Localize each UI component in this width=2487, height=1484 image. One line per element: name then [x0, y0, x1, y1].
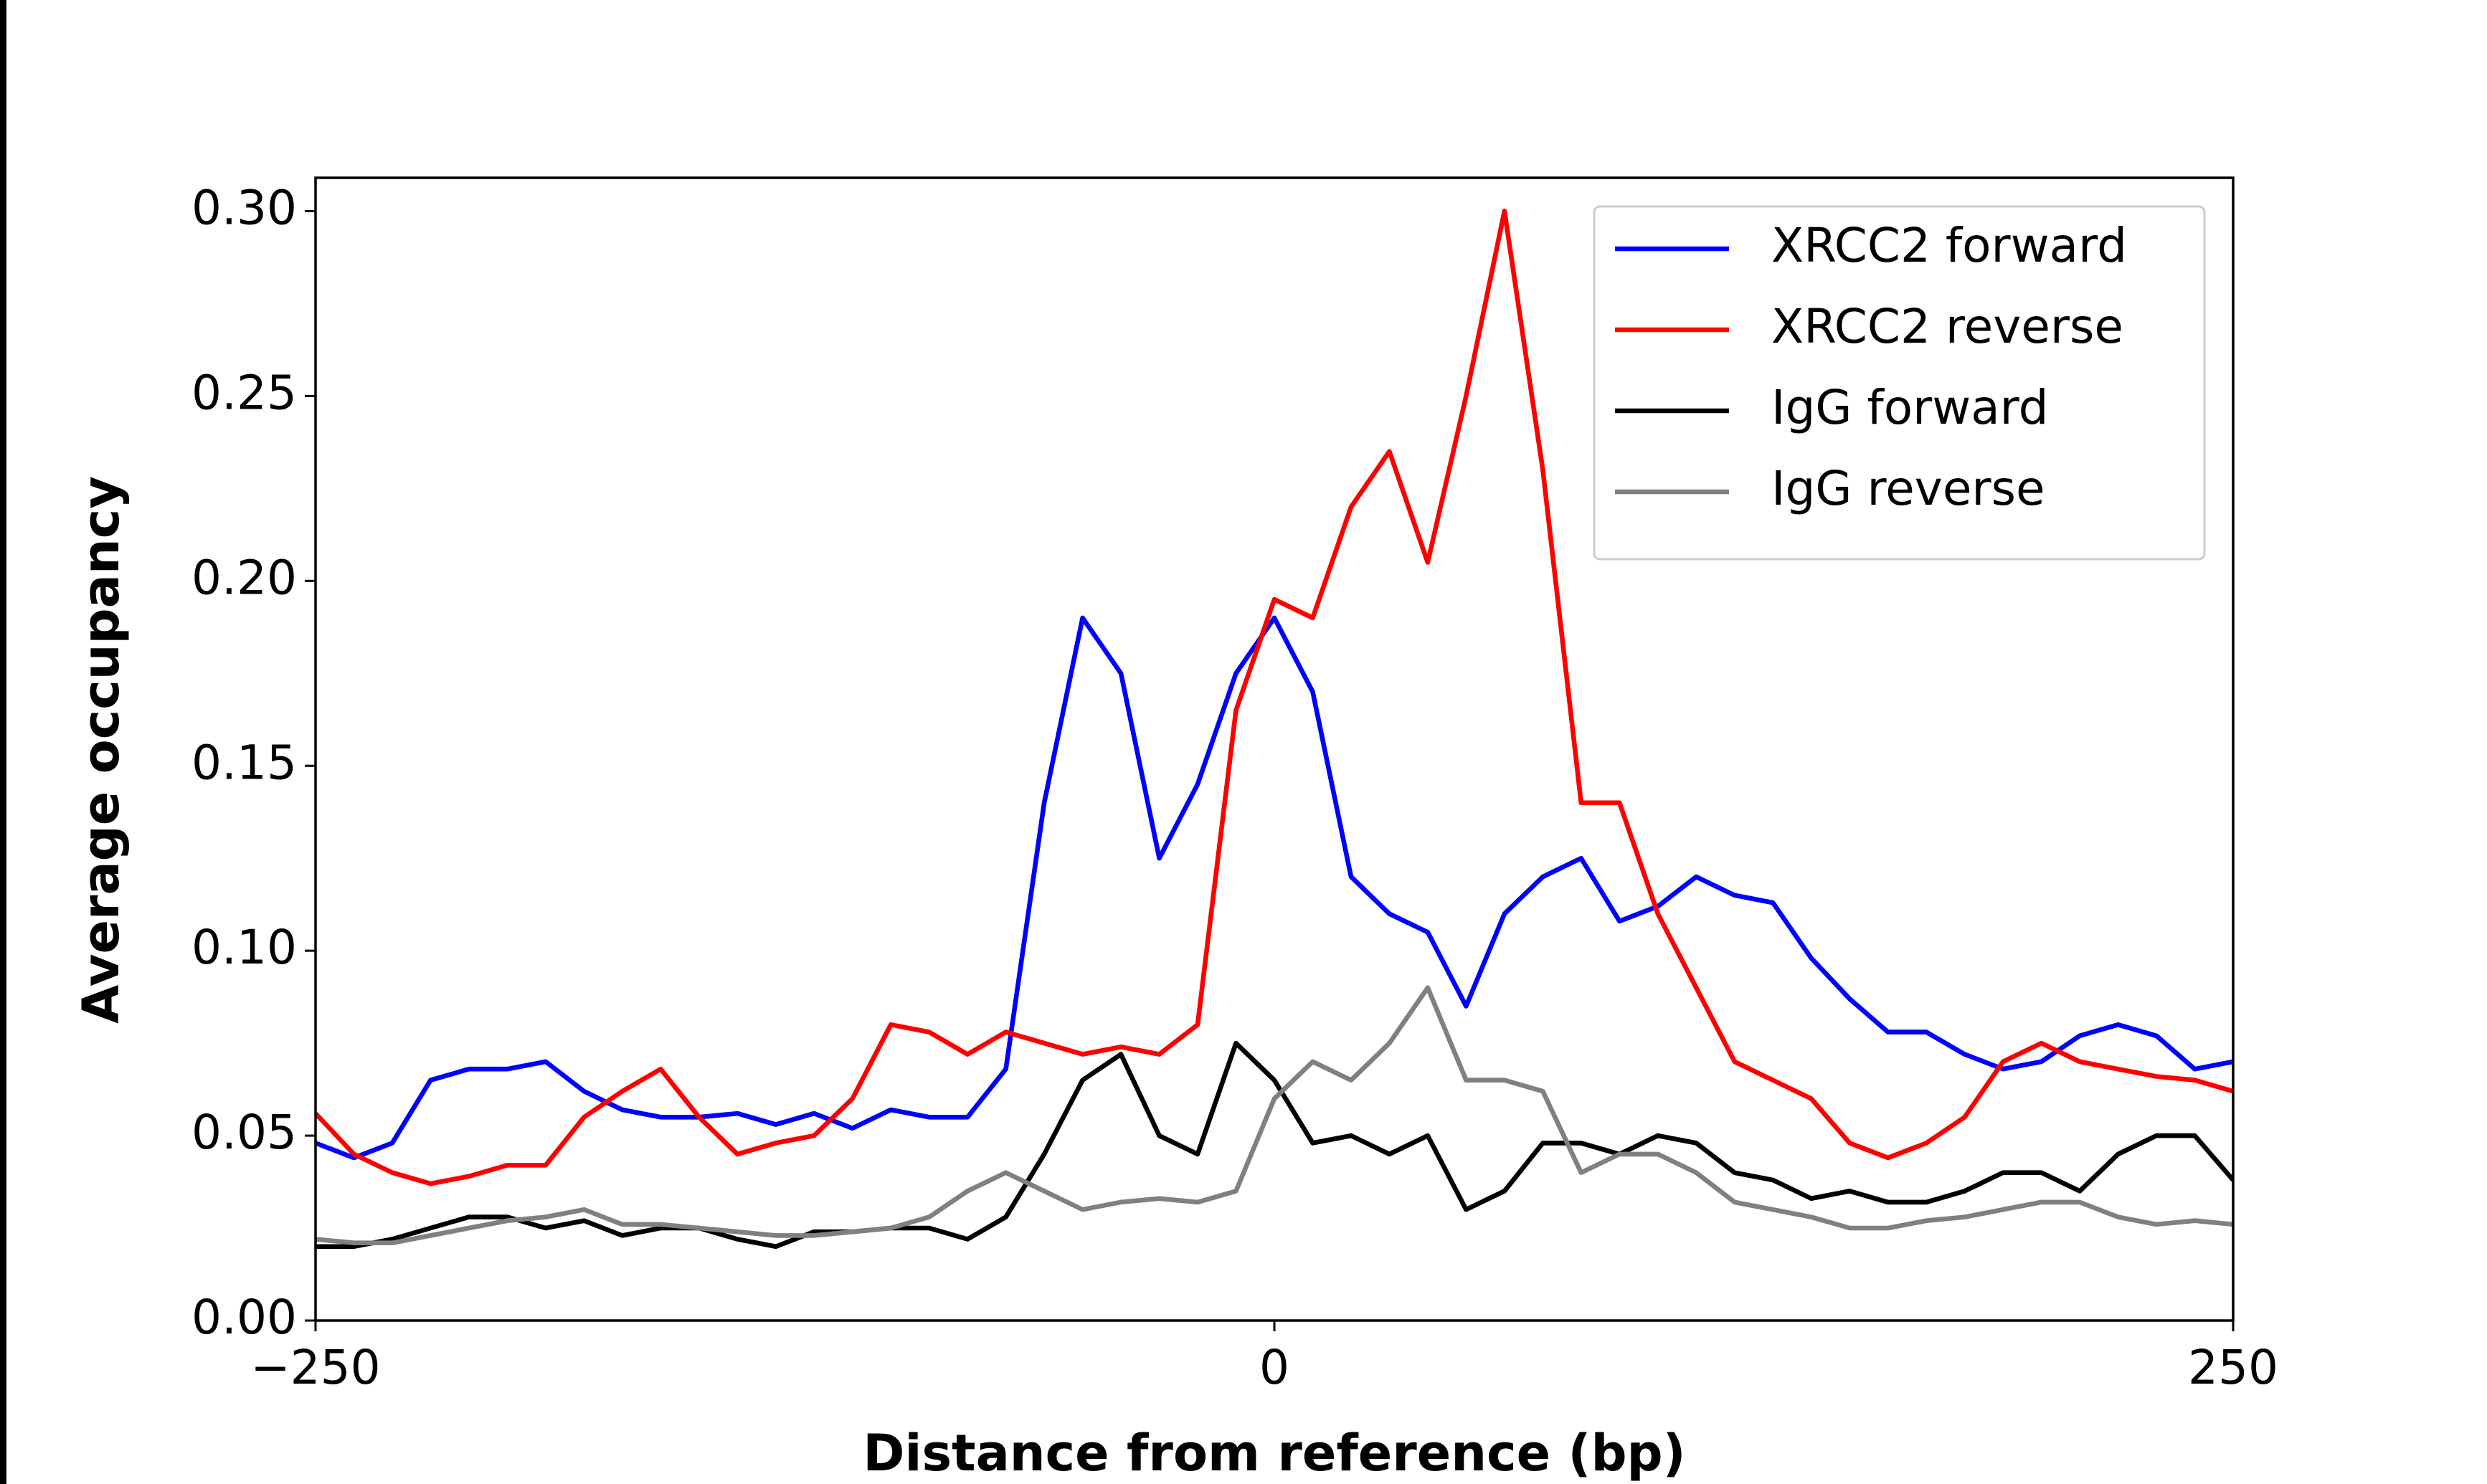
series-line	[316, 209, 2233, 1186]
y-tick-label: 0.30	[191, 180, 297, 235]
y-tick-label: 0.15	[191, 735, 297, 790]
legend-label: IgG reverse	[1771, 461, 2045, 516]
x-tick-label: 0	[1259, 1340, 1289, 1395]
y-tick-label: 0.05	[191, 1105, 297, 1160]
series-line	[316, 1040, 2233, 1250]
y-tick-label: 0.00	[191, 1290, 297, 1345]
series-line	[316, 985, 2233, 1245]
x-axis-title: Distance from reference (bp)	[863, 1424, 1685, 1483]
y-axis-title: Average occupancy	[72, 476, 131, 1024]
legend-label: XRCC2 forward	[1771, 218, 2127, 273]
x-tick-label: 250	[2188, 1340, 2278, 1395]
series-line	[316, 615, 2233, 1161]
x-tick-label: −250	[250, 1340, 380, 1395]
legend-box	[1593, 205, 2206, 561]
y-tick-label: 0.10	[191, 920, 297, 975]
legend-label: XRCC2 reverse	[1771, 299, 2123, 354]
plot-frame	[314, 176, 2235, 1322]
y-tick-label: 0.20	[191, 550, 297, 605]
y-tick-label: 0.25	[191, 365, 297, 420]
legend-label: IgG forward	[1771, 380, 2049, 435]
edge-border	[0, 0, 6, 1484]
